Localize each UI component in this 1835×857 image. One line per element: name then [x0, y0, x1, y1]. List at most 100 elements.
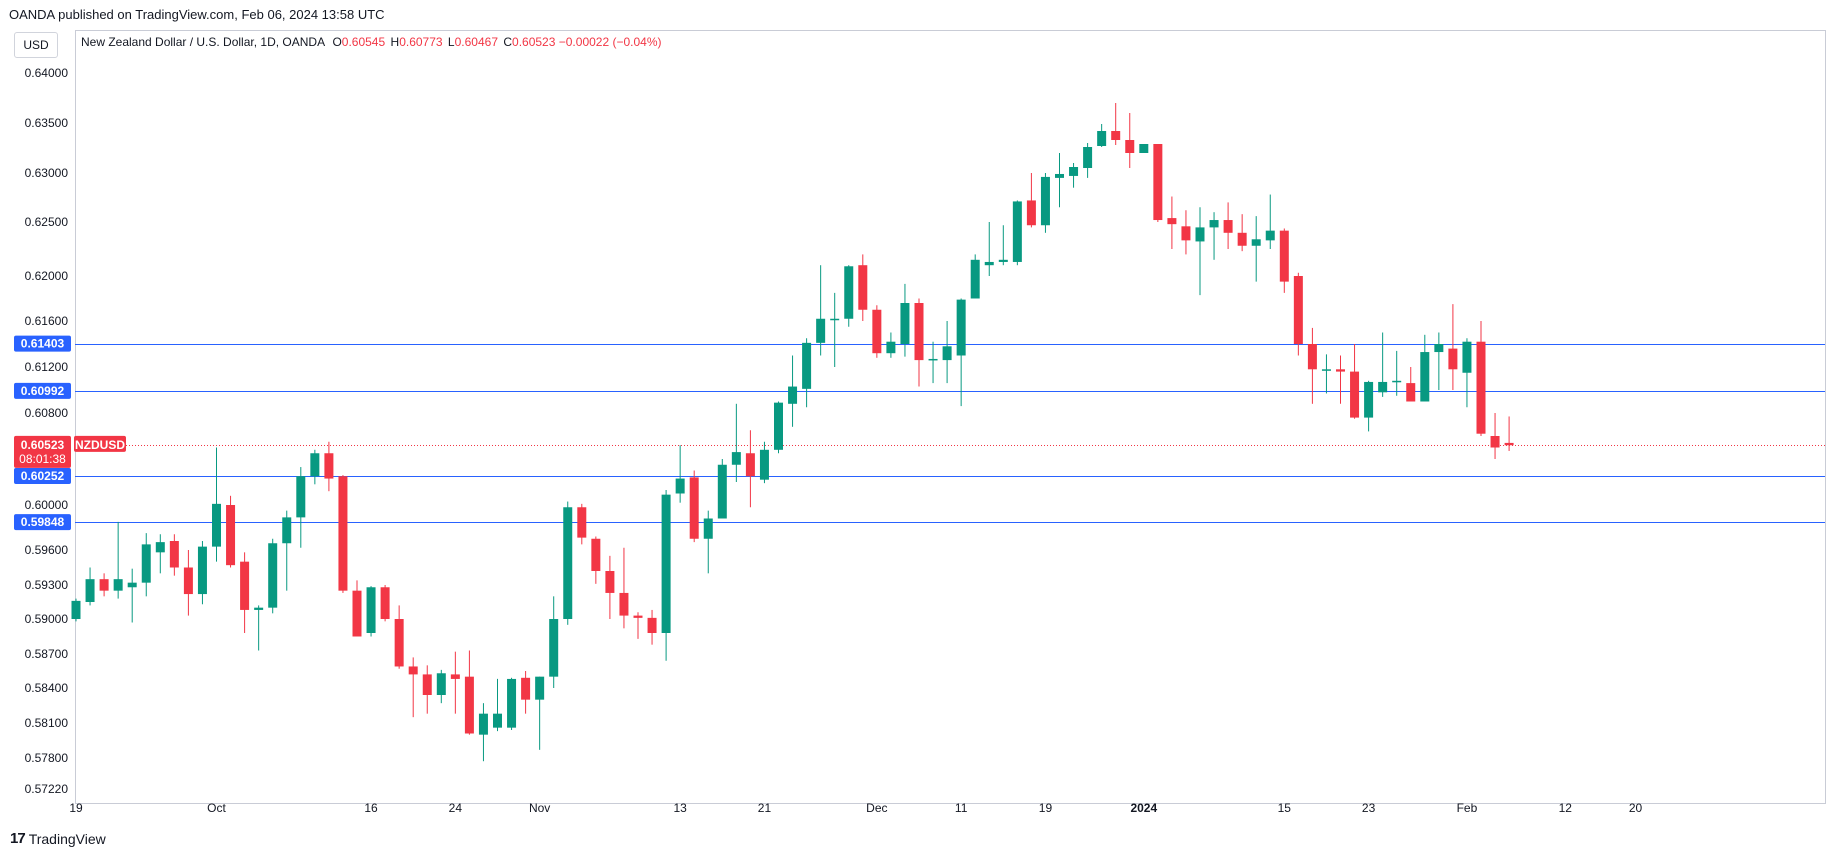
candle-body [942, 346, 952, 361]
candle [1069, 163, 1079, 188]
close-label: C [503, 35, 513, 49]
candle-body [998, 259, 1008, 262]
candle-body [155, 542, 165, 553]
candle-body [436, 673, 446, 695]
x-tick-label: 11 [955, 801, 968, 815]
candle [268, 538, 278, 614]
candle-body [689, 477, 699, 539]
candle [169, 534, 179, 576]
instrument-name: New Zealand Dollar / U.S. Dollar, 1D, OA… [81, 35, 326, 49]
candle-body [1364, 381, 1374, 418]
candle [338, 475, 348, 593]
candle [591, 536, 601, 584]
candle-body [774, 402, 783, 450]
candle [1392, 350, 1402, 396]
candle [1195, 207, 1205, 296]
candle-body [422, 674, 432, 695]
candle [970, 254, 980, 299]
candle [1476, 321, 1486, 436]
candle-body [956, 299, 966, 356]
candle [1097, 124, 1107, 147]
candle [127, 568, 137, 623]
candle [1237, 214, 1247, 252]
candle-body [745, 453, 755, 477]
x-tick-label: 20 [1629, 801, 1643, 815]
candle [1307, 327, 1317, 404]
y-tick-label: 0.63500 [25, 116, 69, 130]
close-value: 0.60523 [512, 35, 556, 49]
candle-body [970, 259, 980, 299]
candle [296, 467, 306, 548]
candle-body [183, 567, 193, 595]
candle [1420, 334, 1430, 402]
x-tick-label: Feb [1457, 801, 1478, 815]
candle [703, 510, 713, 574]
candle [788, 355, 798, 427]
candle-body [212, 503, 221, 547]
candle [394, 605, 404, 669]
level-price-tag [14, 468, 71, 485]
y-tick-label: 0.63000 [25, 166, 69, 180]
candle-body [1223, 220, 1233, 233]
y-tick-label: 0.60000 [25, 498, 69, 512]
candle [1364, 380, 1374, 432]
y-tick-label: 0.61200 [25, 360, 69, 374]
current-price-label: 0.60523 [21, 438, 65, 452]
y-tick-label: 0.59600 [25, 543, 69, 557]
candle [226, 495, 236, 568]
x-tick-label: Dec [866, 801, 887, 815]
candle [254, 605, 264, 651]
candle-body [1153, 144, 1163, 221]
x-tick-label: Oct [207, 801, 226, 815]
candle [900, 283, 910, 357]
candle [1012, 200, 1022, 266]
candle-body [1167, 218, 1177, 225]
candle-body [549, 619, 559, 677]
candle [183, 550, 193, 616]
candle [212, 447, 221, 562]
candle [324, 441, 334, 492]
level-price-tag [14, 335, 71, 352]
candle-body [886, 341, 896, 354]
candle [675, 445, 685, 503]
candle-body [254, 607, 264, 610]
candle [858, 254, 868, 321]
x-tick-label: 19 [69, 801, 83, 815]
candle-body [1350, 371, 1360, 418]
candle [478, 703, 488, 762]
x-tick-label: 16 [364, 801, 378, 815]
candle [450, 651, 460, 714]
candle [352, 580, 362, 637]
candle-body [1336, 369, 1345, 372]
candle-body [1209, 220, 1219, 228]
y-tick-label: 0.62000 [25, 269, 69, 283]
candle-body [310, 453, 320, 477]
candle-body [1490, 436, 1500, 448]
x-tick-label: 13 [673, 801, 687, 815]
candle [577, 503, 587, 545]
candle-body [394, 619, 404, 667]
candle-body [703, 518, 713, 539]
candle [830, 292, 840, 367]
candle-body [816, 318, 826, 343]
tradingview-logo-icon[interactable]: 17 [10, 830, 26, 847]
candle-body [1251, 239, 1261, 246]
candle [619, 547, 629, 629]
candle [689, 470, 699, 543]
candle-body [1307, 344, 1317, 370]
currency-button[interactable]: USD [14, 32, 58, 58]
x-tick-label: 15 [1278, 801, 1292, 815]
candle [661, 490, 671, 661]
candle [1111, 103, 1121, 145]
candle-body [647, 617, 657, 633]
candle-body [366, 587, 376, 633]
candle-body [1195, 227, 1205, 242]
candle [774, 401, 783, 454]
footer-brand[interactable]: TradingView [28, 830, 106, 847]
y-tick-label: 0.58100 [25, 716, 69, 730]
candle [436, 669, 446, 704]
candle [956, 298, 966, 407]
candle [380, 585, 390, 622]
candle [605, 555, 615, 619]
